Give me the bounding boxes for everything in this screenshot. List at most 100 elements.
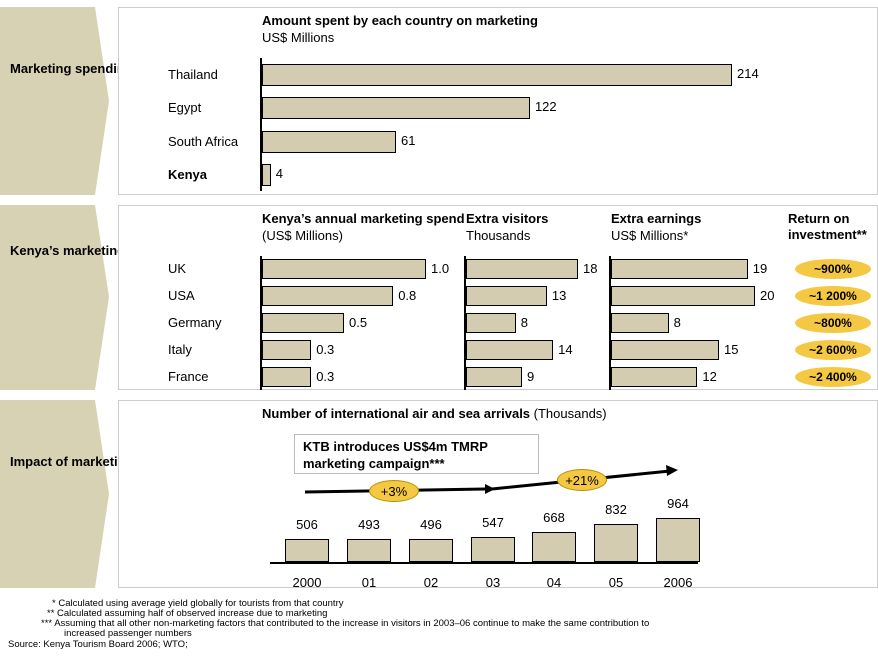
year-label: 04 [546, 575, 562, 590]
earnings-axis [609, 256, 611, 390]
visitors-bar [466, 313, 516, 333]
arrivals-value-label: 547 [482, 515, 504, 531]
source-note: Source: Kenya Tourism Board 2006; WTO; [8, 639, 188, 650]
arrivals-value-label: 668 [543, 509, 565, 525]
arrivals-value-label: 506 [296, 516, 318, 532]
chart1-value-label: 122 [534, 99, 557, 114]
country-label: Germany [168, 315, 222, 330]
chart1-bar [262, 164, 271, 186]
earnings-bar [611, 340, 719, 360]
year-label: 02 [423, 575, 439, 590]
growth-badge-after: +21% [557, 469, 607, 491]
earnings-value-label: 20 [760, 288, 775, 303]
spend-axis [260, 256, 262, 390]
trend-arrowhead-after [666, 465, 678, 476]
spend-value-label: 1.0 [431, 261, 450, 276]
spend-bar [262, 313, 344, 333]
arrivals-bar [532, 531, 576, 562]
chart1-bar [262, 97, 530, 119]
spend-value-label: 0.5 [349, 315, 368, 330]
arrivals-value-label: 493 [358, 517, 380, 533]
col-visitors-title: Extra visitors [466, 211, 549, 226]
arrivals-bar [285, 538, 329, 562]
section-arrow-3 [95, 400, 109, 588]
country-label: USA [168, 288, 195, 303]
section-arrow-2 [95, 205, 109, 390]
earnings-value-label: 8 [673, 315, 681, 330]
spend-bar [262, 259, 426, 279]
growth-badge-before: +3% [369, 480, 419, 502]
col-spend-unit: (US$ Millions) [262, 228, 343, 243]
earnings-bar [611, 367, 698, 387]
chart1-title: Amount spent by each country on marketin… [262, 13, 538, 28]
visitors-value-label: 13 [551, 288, 567, 303]
roi-badge: ~900% [795, 259, 871, 279]
year-label: 2006 [663, 575, 693, 590]
country-label: Italy [168, 342, 192, 357]
chart3-title: Number of international air and sea arri… [262, 406, 607, 421]
spend-bar [262, 367, 312, 387]
visitors-bar [466, 259, 578, 279]
roi-badge: ~2 400% [795, 367, 871, 387]
chart1-value-label: 214 [737, 66, 759, 81]
section-arrow-1 [95, 7, 109, 195]
spend-value-label: 0.3 [316, 369, 335, 384]
earnings-value-label: 15 [724, 342, 739, 357]
visitors-value-label: 8 [520, 315, 528, 330]
visitors-axis [464, 256, 466, 390]
roi-badge: ~1 200% [795, 286, 871, 306]
year-label: 03 [485, 575, 501, 590]
col-earnings-unit: US$ Millions* [611, 228, 689, 243]
year-label: 01 [361, 575, 377, 590]
col-spend-title: Kenya’s annual marketing spend [262, 211, 465, 226]
visitors-value-label: 14 [558, 342, 573, 357]
chart1-category-label: South Africa [168, 134, 239, 149]
col-roi-title: Return on investment** [788, 211, 867, 242]
trend-arrowhead-before [485, 484, 495, 494]
chart1-value-label: 4 [275, 166, 284, 181]
year-label: 2000 [292, 575, 322, 590]
visitors-value-label: 9 [527, 369, 535, 384]
footnote-1: * Calculated using average yield globall… [52, 598, 344, 609]
section-label-bg-1 [0, 7, 95, 195]
country-label: UK [168, 261, 187, 276]
arrivals-bar [471, 537, 515, 562]
footnote-2: ** Calculated assuming half of observed … [47, 608, 328, 619]
footnote-3: *** Assuming that all other non-marketin… [41, 618, 650, 629]
visitors-value-label: 18 [583, 261, 598, 276]
col-earnings-title: Extra earnings [611, 211, 702, 226]
spend-bar [262, 286, 394, 306]
roi-badge: ~2 600% [795, 340, 871, 360]
earnings-bar [611, 259, 748, 279]
earnings-bar [611, 286, 755, 306]
section-label-bg-3 [0, 400, 95, 588]
chart1-bar [262, 64, 732, 86]
spend-value-label: 0.8 [398, 288, 417, 303]
chart1-category-label: Thailand [168, 67, 218, 82]
earnings-value-label: 12 [702, 369, 717, 384]
chart3-title-unit: (Thousands) [533, 406, 607, 421]
col-visitors-unit: Thousands [466, 228, 531, 243]
chart1-value-label: 61 [400, 133, 416, 148]
chart1-subtitle: US$ Millions [262, 30, 335, 45]
campaign-callout: KTB introduces US$4m TMRP marketing camp… [294, 434, 539, 474]
spend-bar [262, 340, 312, 360]
visitors-bar [466, 340, 554, 360]
arrivals-bar [656, 518, 700, 562]
arrivals-bar [409, 539, 453, 562]
visitors-bar [466, 286, 547, 306]
earnings-bar [611, 313, 669, 333]
chart1-axis [260, 58, 262, 191]
arrivals-bar [347, 539, 391, 562]
arrivals-bar [594, 524, 638, 562]
visitors-bar [466, 367, 522, 387]
footnote-3-cont: increased passenger numbers [64, 628, 192, 639]
year-label: 05 [608, 575, 624, 590]
growth-trend-arrows [304, 465, 678, 494]
chart1-bar [262, 131, 396, 153]
chart1-category-label: Egypt [168, 100, 202, 115]
chart3-baseline [270, 562, 698, 564]
arrivals-value-label: 964 [667, 496, 689, 511]
spend-value-label: 0.3 [316, 342, 335, 357]
chart1-category-label: Kenya [168, 167, 208, 182]
